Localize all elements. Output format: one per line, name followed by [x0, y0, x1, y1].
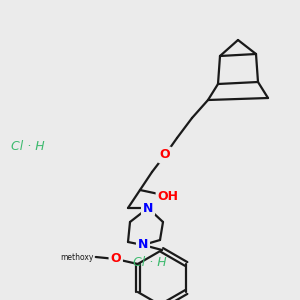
Text: methoxy: methoxy	[60, 253, 94, 262]
Text: N: N	[138, 238, 148, 251]
Text: O: O	[160, 148, 170, 161]
Text: OH: OH	[158, 190, 178, 202]
Text: O: O	[110, 253, 121, 266]
Text: N: N	[143, 202, 153, 214]
Text: Cl · H: Cl · H	[133, 256, 167, 269]
Text: Cl · H: Cl · H	[11, 140, 45, 154]
